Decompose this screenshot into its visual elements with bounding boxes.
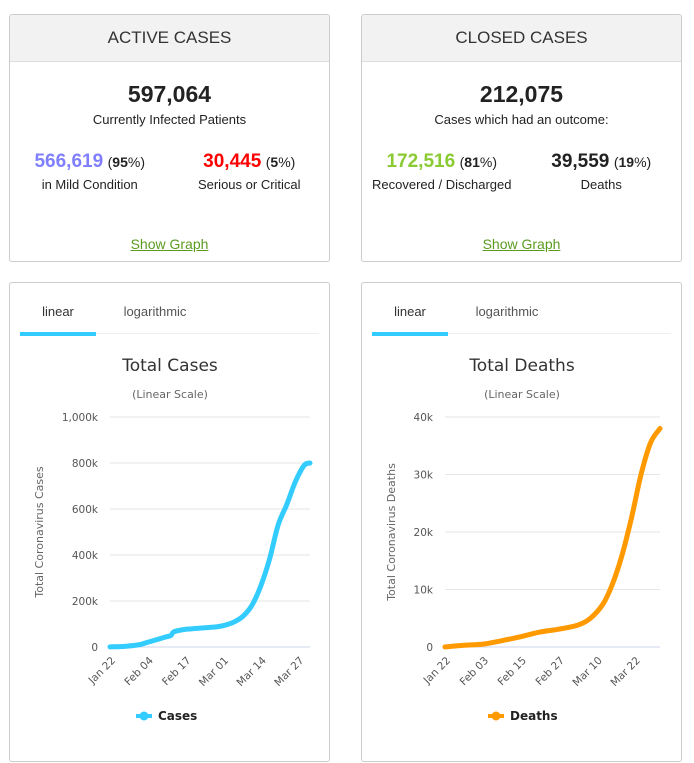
total-cases-chart-card: linear logarithmic Total Cases (Linear Sc… — [9, 282, 330, 762]
recovered-label: Recovered / Discharged — [372, 177, 512, 192]
x-tick-label: Mar 10 — [571, 655, 605, 689]
active-cases-card: ACTIVE CASES 597,064 Currently Infected … — [9, 14, 330, 262]
deaths-value: 39,559 — [551, 151, 610, 172]
serious-pct: (5%) — [265, 154, 296, 170]
y-tick-label: 1,000k — [62, 412, 99, 424]
x-tick-label: Mar 22 — [609, 655, 643, 689]
x-tick-label: Feb 04 — [122, 654, 156, 688]
total-deaths-chart: Total Deaths (Linear Scale) 0 10k 20k 30k 40k J… — [385, 356, 663, 723]
x-tick-label: Mar 14 — [235, 654, 270, 689]
y-tick-label: 0 — [426, 642, 433, 654]
total-cases-chart: Total Cases (Linear Scale) 0 200k 400k 600k 80… — [33, 356, 313, 723]
x-tick-label: Feb 27 — [534, 655, 567, 688]
x-tick-label: Mar 27 — [272, 655, 306, 689]
total-deaths-chart-card: linear logarithmic Total Deaths (Linear S… — [361, 282, 682, 762]
x-tick-label: Feb 17 — [160, 655, 193, 688]
y-tick-label: 400k — [72, 550, 99, 562]
closed-cases-title: CLOSED CASES — [362, 15, 681, 62]
closed-total: 212,075 — [479, 81, 564, 107]
mild-label: in Mild Condition — [41, 177, 138, 192]
chart-subtitle: (Linear Scale) — [484, 388, 560, 401]
series-line-deaths — [442, 426, 663, 650]
recovered-pct: (81%) — [459, 154, 497, 170]
scale-tabs: linear logarithmic — [20, 293, 319, 336]
y-tick-label: 40k — [414, 412, 434, 424]
scale-tabs: linear logarithmic — [372, 293, 671, 336]
y-tick-label: 30k — [414, 470, 434, 482]
y-tick-label: 200k — [72, 596, 99, 608]
chart-subtitle: (Linear Scale) — [132, 388, 208, 401]
recovered-value: 172,516 — [386, 151, 456, 172]
active-total: 597,064 — [127, 81, 212, 107]
active-cases-title: ACTIVE CASES — [10, 15, 329, 62]
chart-title: Total Cases — [121, 356, 218, 376]
x-tick-label: Feb 03 — [458, 655, 491, 688]
legend-label: Deaths — [510, 709, 558, 723]
deaths-label: Deaths — [580, 177, 622, 192]
serious-label: Serious or Critical — [197, 177, 301, 192]
mild-value: 566,619 — [34, 151, 104, 172]
serious-stat: 30,445 (5%) Serious or Critical — [170, 151, 330, 192]
tab-linear[interactable]: linear — [372, 293, 448, 336]
x-tick-label: Mar 01 — [197, 655, 231, 689]
tab-logarithmic[interactable]: logarithmic — [475, 304, 539, 319]
legend-label: Cases — [158, 709, 197, 723]
deaths-stat: 39,559 (19%) Deaths — [522, 151, 682, 192]
mild-pct: (95%) — [107, 154, 145, 170]
x-tick-label: Jan 22 — [86, 655, 118, 687]
tab-linear[interactable]: linear — [20, 293, 96, 336]
x-tick-label: Jan 22 — [421, 655, 453, 687]
recovered-stat: 172,516 (81%) Recovered / Discharged — [362, 151, 522, 192]
closed-cases-card: CLOSED CASES 212,075 Cases which had an … — [361, 14, 682, 262]
y-tick-label: 10k — [414, 585, 434, 597]
active-total-label: Currently Infected Patients — [92, 112, 247, 127]
active-show-graph-link[interactable]: Show Graph — [130, 236, 209, 252]
y-axis-label: Total Coronavirus Cases — [33, 466, 46, 599]
y-tick-label: 800k — [72, 458, 99, 470]
y-tick-label: 20k — [414, 527, 434, 539]
y-tick-label: 600k — [72, 504, 99, 516]
mild-stat: 566,619 (95%) in Mild Condition — [10, 151, 170, 192]
closed-show-graph-link[interactable]: Show Graph — [482, 236, 561, 252]
closed-total-label: Cases which had an outcome: — [434, 112, 609, 127]
chart-title: Total Deaths — [468, 356, 575, 376]
legend-marker-icon — [491, 711, 501, 721]
series-line-cases — [107, 460, 313, 650]
x-tick-label: Feb 15 — [496, 655, 529, 688]
legend-marker-icon — [139, 711, 149, 721]
deaths-pct: (19%) — [613, 154, 652, 170]
serious-value: 30,445 — [203, 151, 262, 172]
y-tick-label: 0 — [91, 642, 98, 654]
y-axis-label: Total Coronavirus Deaths — [385, 463, 398, 602]
tab-logarithmic[interactable]: logarithmic — [123, 304, 187, 319]
